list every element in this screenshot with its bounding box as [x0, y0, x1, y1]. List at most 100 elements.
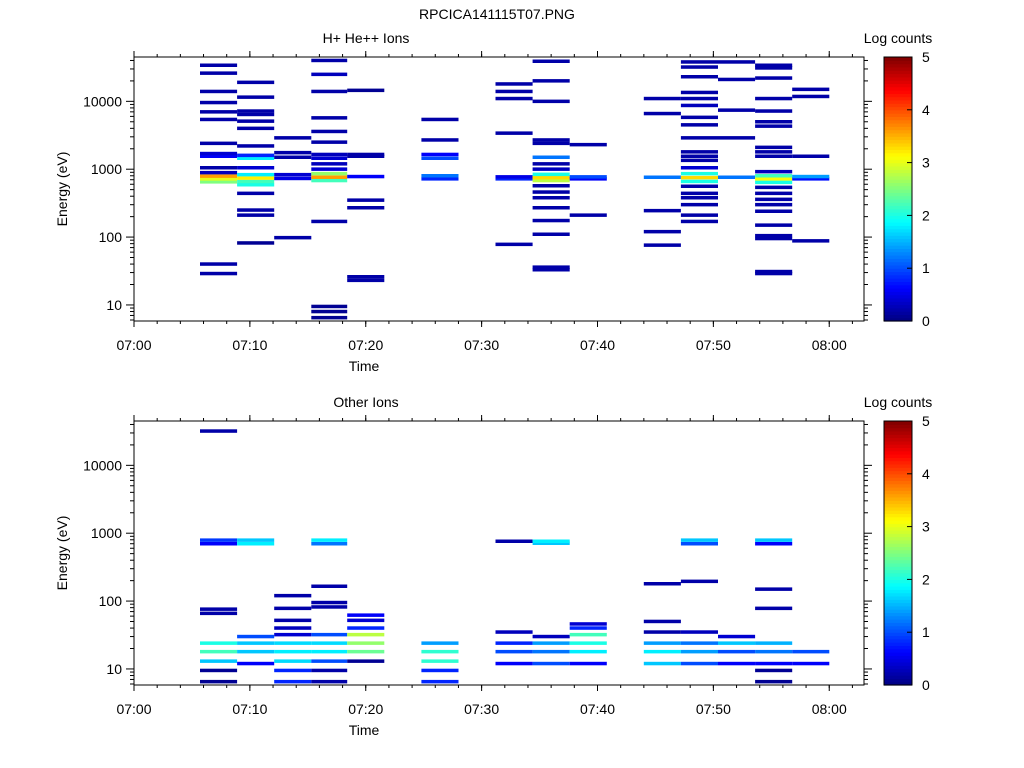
heatmap-cell [311, 605, 348, 609]
heatmap-cell [347, 632, 385, 637]
colorbar-segment [884, 198, 912, 203]
colorbar-segment [884, 106, 912, 111]
colorbar-segment [884, 579, 912, 584]
colorbar-segment [884, 523, 912, 528]
heatmap-cell [755, 177, 793, 181]
colorbar-segment [884, 599, 912, 604]
colorbar-segment [884, 632, 912, 637]
heatmap-cell [792, 177, 830, 181]
colorbar-tick-label: 3 [922, 519, 930, 535]
heatmap-cell [200, 538, 238, 542]
heatmap-cell [680, 60, 718, 64]
heatmap-cell [421, 138, 459, 142]
heatmap-cell [495, 641, 533, 645]
colorbar-segment [884, 681, 912, 686]
heatmap-cell [755, 236, 793, 241]
colorbar-segment [884, 189, 912, 193]
heatmap-cell [680, 213, 718, 217]
colorbar-segment [884, 231, 912, 236]
colorbar-segment [884, 109, 912, 114]
panel-title: H+ He++ Ions [323, 30, 410, 46]
colorbar-segment [884, 605, 912, 610]
heatmap-cell [532, 232, 570, 236]
colorbar-segment [884, 192, 912, 197]
heatmap-cell [532, 162, 570, 166]
colorbar-segment [884, 215, 912, 220]
heatmap-cell [718, 661, 756, 666]
heatmap-cell [569, 175, 607, 179]
heatmap-cell [718, 60, 756, 64]
heatmap-cell [200, 174, 238, 178]
heatmap-cell [643, 582, 681, 586]
colorbar-segment [884, 592, 912, 597]
colorbar-segment [884, 642, 912, 646]
colorbar-segment [884, 444, 912, 448]
colorbar-segment [884, 434, 912, 439]
colorbar-tick-label: 5 [922, 413, 930, 429]
heatmap-cell [200, 607, 238, 611]
heatmap-cell [755, 606, 793, 611]
colorbar-segment [884, 589, 912, 594]
colorbar-segment [884, 258, 912, 263]
heatmap-cell [200, 100, 238, 105]
heatmap-cell [680, 75, 718, 79]
heatmap-cell [237, 176, 275, 180]
colorbar-segment [884, 307, 912, 312]
colorbar-segment [884, 503, 912, 508]
heatmap-cell [718, 136, 756, 140]
heatmap-cell [237, 80, 275, 85]
heatmap-cell [532, 155, 570, 159]
heatmap-cell [755, 180, 793, 185]
heatmap-cell [718, 649, 756, 654]
heatmap-cell [755, 76, 793, 80]
x-axis-label: Time [349, 722, 380, 738]
heatmap-cell [680, 219, 718, 224]
heatmap-cell [755, 668, 793, 673]
heatmap-cell [274, 626, 312, 630]
x-tick-label: 07:30 [464, 701, 499, 717]
colorbar-segment [884, 586, 912, 590]
colorbar-segment [884, 543, 912, 547]
heatmap-cell [347, 275, 385, 279]
heatmap-cells [200, 58, 830, 320]
heatmap-cell [311, 89, 348, 94]
colorbar-segment [884, 652, 912, 656]
colorbar-segment [884, 529, 912, 534]
colorbar-segment [884, 284, 912, 289]
heatmap-cell [495, 242, 533, 247]
heatmap-cell [569, 622, 607, 626]
heatmap-cell [200, 166, 238, 170]
colorbar-segment [884, 595, 912, 600]
heatmap-cell [532, 634, 570, 639]
heatmap-cell [755, 63, 793, 67]
y-tick-label: 10000 [83, 457, 122, 473]
colorbar-segment [884, 496, 912, 501]
heatmap-cell [200, 271, 238, 276]
heatmap-cell [755, 66, 793, 70]
colorbar-segment [884, 513, 912, 518]
colorbar-segment [884, 99, 912, 104]
colorbar-segment [884, 609, 912, 613]
x-tick-label: 08:00 [812, 337, 847, 353]
colorbar-segment [884, 655, 912, 660]
heatmap-cell [237, 183, 275, 187]
plot-frame [133, 420, 865, 686]
y-tick-label: 100 [99, 229, 123, 245]
colorbar-segment [884, 60, 912, 65]
colorbar-segment [884, 638, 912, 643]
colorbar-segment [884, 427, 912, 432]
heatmap-cell [237, 641, 275, 645]
colorbar-segment [884, 182, 912, 187]
colorbar-segment [884, 149, 912, 154]
heatmap-cell [200, 110, 238, 114]
heatmap-cell [680, 115, 718, 120]
colorbar-segment [884, 294, 912, 299]
heatmap-cell [755, 269, 793, 274]
colorbar-segment [884, 218, 912, 223]
colorbar-segment [884, 301, 912, 306]
colorbar-segment [884, 113, 912, 117]
plot-frame [133, 56, 865, 322]
heatmap-cell [421, 659, 459, 663]
heatmap-cell [569, 213, 607, 217]
